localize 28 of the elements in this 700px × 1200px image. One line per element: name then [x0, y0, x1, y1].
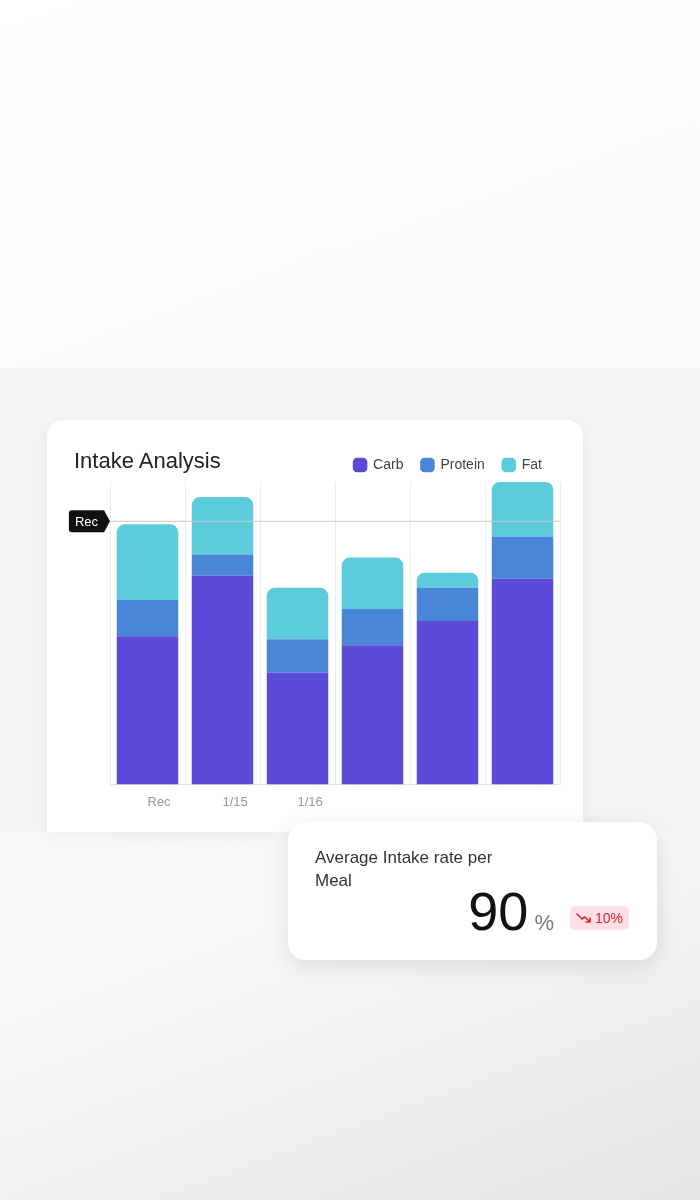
legend-label: Fat [521, 455, 543, 472]
x-tick-label: 1/15 [222, 793, 248, 809]
x-tick-label: Rec [147, 793, 172, 809]
bar [341, 557, 404, 610]
bar [191, 497, 254, 555]
bar [491, 536, 554, 579]
text: % [534, 910, 554, 936]
bar [341, 609, 404, 646]
bar [266, 672, 329, 785]
bar [341, 645, 404, 785]
legend-label: Protein [440, 455, 485, 472]
bar [116, 524, 179, 600]
legend-label: Carb [373, 455, 404, 472]
bar [116, 599, 179, 637]
bar [491, 578, 554, 785]
bar [416, 587, 479, 622]
ref-line-label: Rec [74, 513, 99, 529]
bar [266, 587, 329, 640]
bar [191, 554, 254, 576]
bar [266, 639, 329, 673]
text: 10% [594, 910, 623, 926]
x-tick-label: 1/16 [297, 793, 323, 809]
bar [416, 572, 479, 588]
bar [416, 621, 479, 785]
bar [116, 636, 179, 785]
bar [191, 575, 254, 785]
chart-title: Intake Analysis [74, 448, 221, 474]
bar [491, 482, 554, 537]
